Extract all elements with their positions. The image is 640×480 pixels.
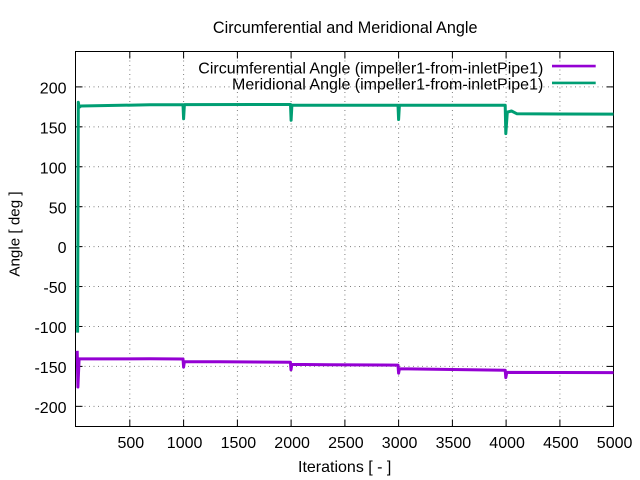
svg-text:100: 100 <box>40 160 67 177</box>
svg-text:3500: 3500 <box>436 435 472 452</box>
svg-text:1500: 1500 <box>221 435 257 452</box>
svg-text:1000: 1000 <box>167 435 203 452</box>
svg-text:4500: 4500 <box>543 435 579 452</box>
svg-text:500: 500 <box>117 435 144 452</box>
svg-text:50: 50 <box>49 200 67 217</box>
svg-text:2500: 2500 <box>328 435 364 452</box>
svg-text:-150: -150 <box>34 360 66 377</box>
svg-text:0: 0 <box>58 240 67 257</box>
svg-text:4000: 4000 <box>489 435 525 452</box>
svg-text:Angle [ deg ]: Angle [ deg ] <box>7 191 24 276</box>
svg-text:150: 150 <box>40 120 67 137</box>
svg-text:Iterations [ - ]: Iterations [ - ] <box>298 459 391 476</box>
svg-text:Circumferential Angle (impelle: Circumferential Angle (impeller1-from-in… <box>198 61 543 78</box>
svg-text:-100: -100 <box>34 320 66 337</box>
svg-text:Circumferential and Meridional: Circumferential and Meridional Angle <box>213 19 478 37</box>
svg-text:-200: -200 <box>34 400 66 417</box>
svg-text:5000: 5000 <box>597 435 633 452</box>
svg-text:2000: 2000 <box>274 435 310 452</box>
svg-text:3000: 3000 <box>382 435 418 452</box>
svg-text:Meridional Angle (impeller1-fr: Meridional Angle (impeller1-from-inletPi… <box>232 76 543 93</box>
svg-text:-50: -50 <box>43 280 66 297</box>
svg-text:200: 200 <box>40 81 67 98</box>
